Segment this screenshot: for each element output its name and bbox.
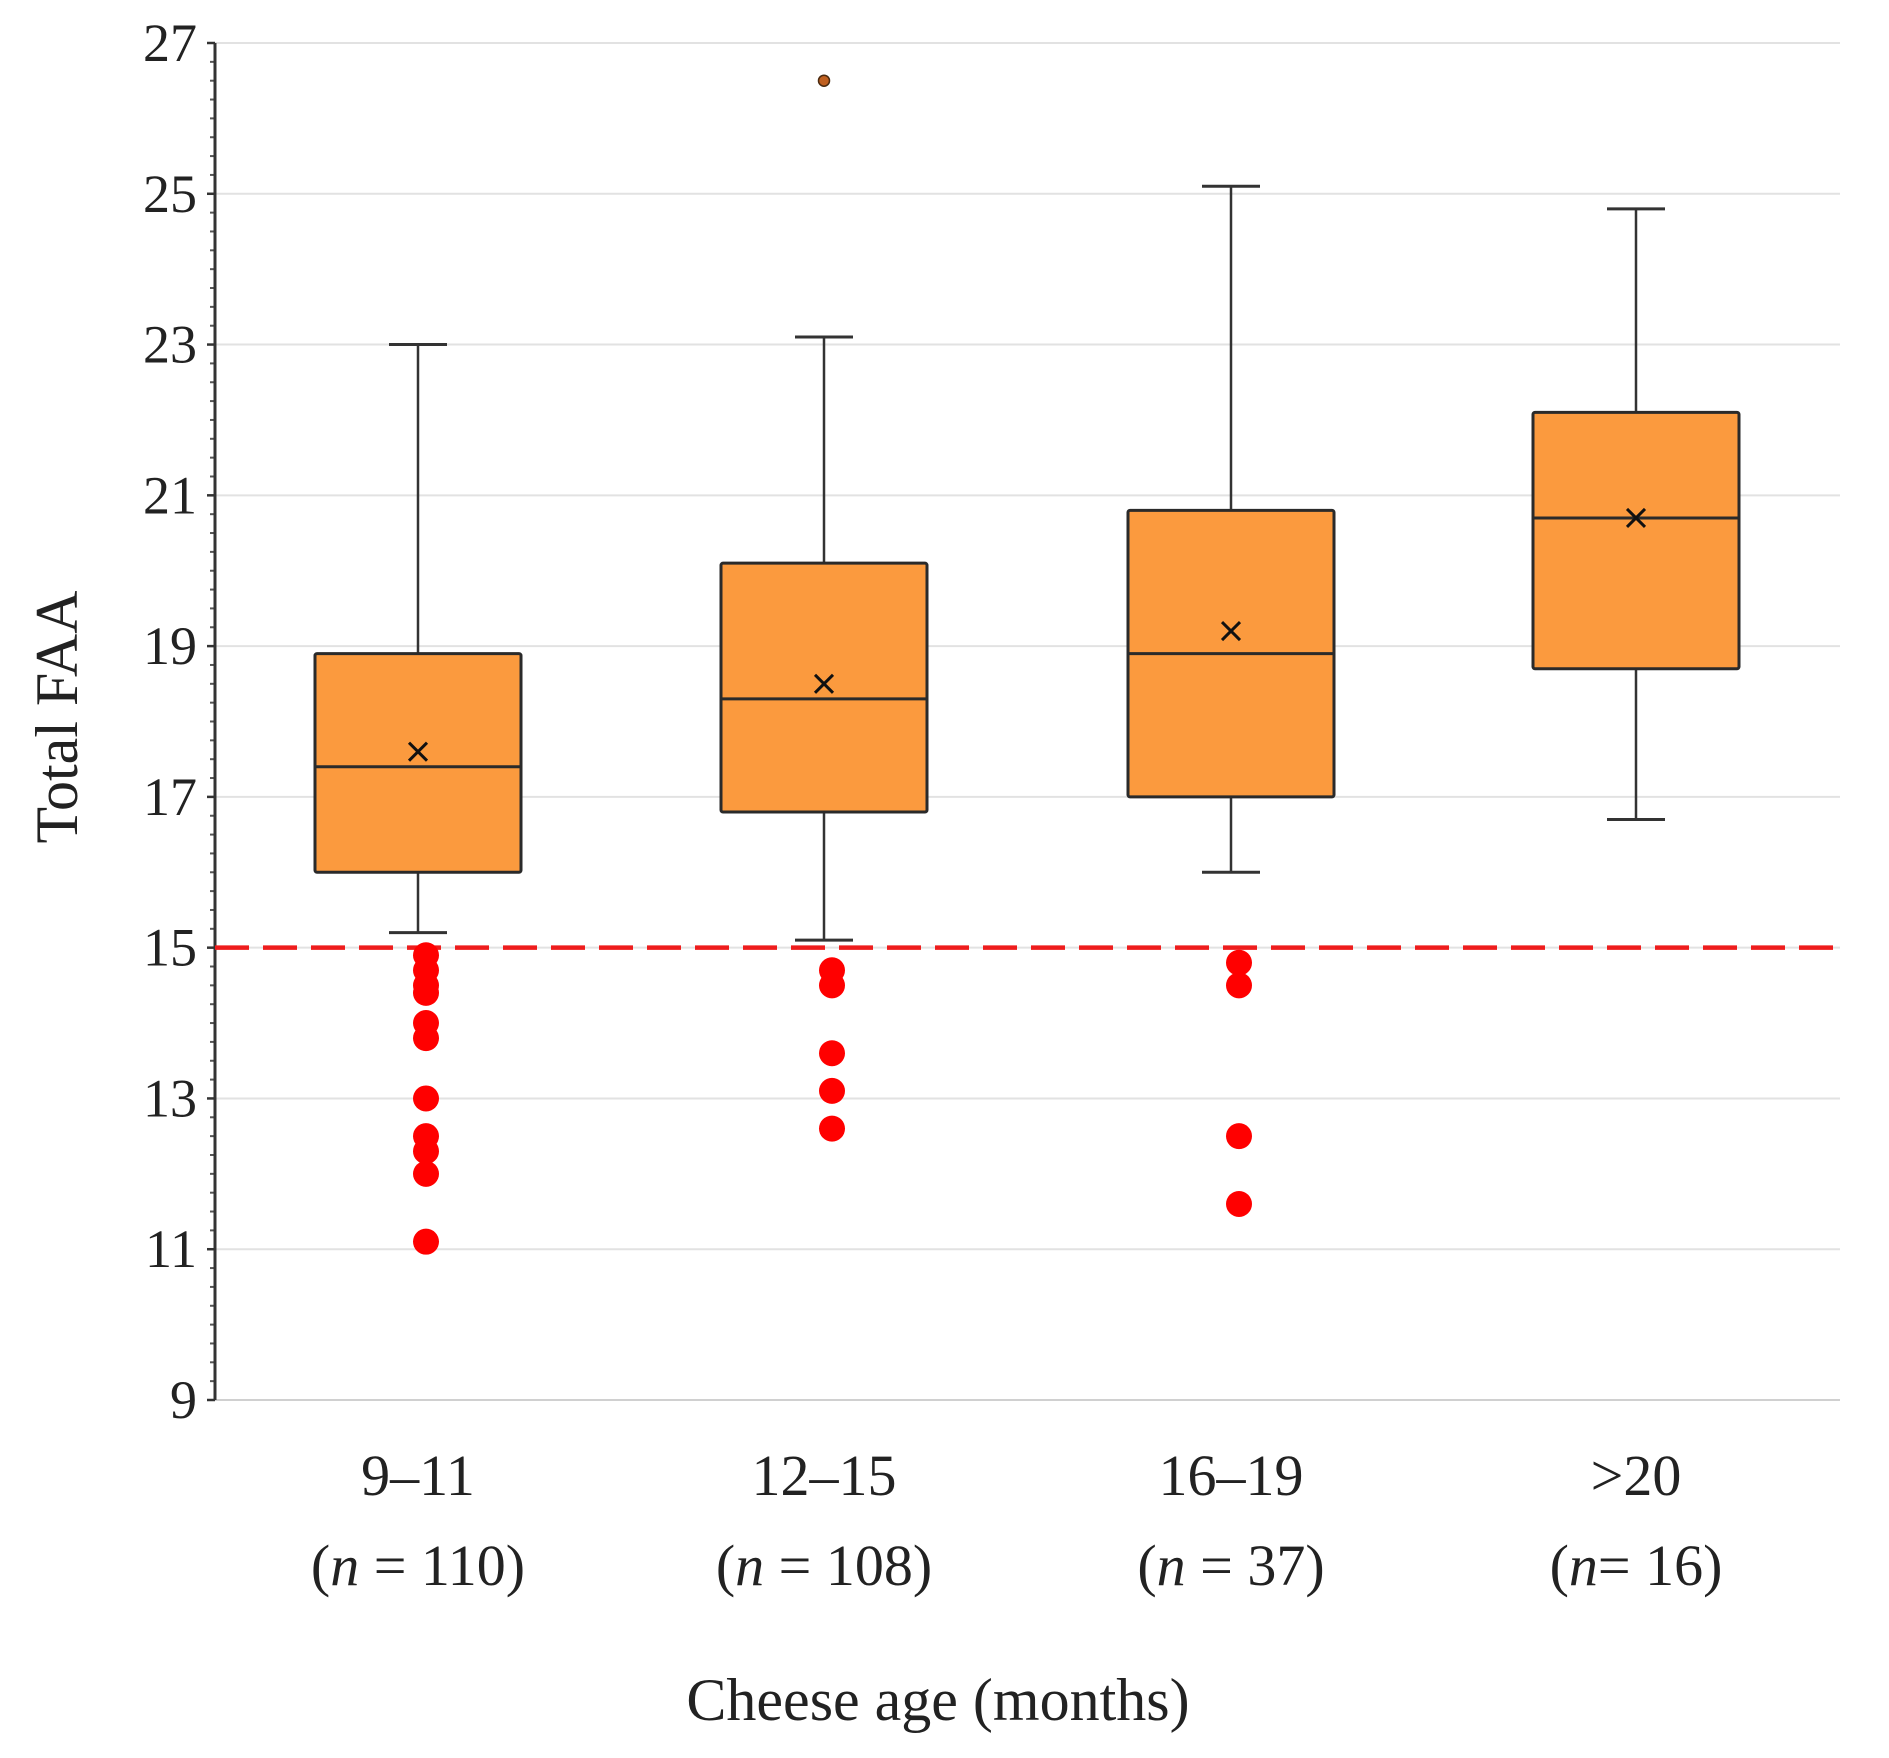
- category-label: >20: [1591, 1443, 1682, 1508]
- category-label: 16–19: [1159, 1443, 1304, 1508]
- n-paren: (: [716, 1533, 735, 1598]
- y-tick-label: 17: [143, 767, 197, 827]
- box-group: [1126, 184, 1336, 874]
- below-threshold-point: [413, 1085, 439, 1112]
- category-labels: 9–11(n = 110)12–15(n = 108)16–19(n = 37)…: [311, 1443, 1723, 1598]
- category-label: 9–11: [361, 1443, 475, 1508]
- y-tick-label: 23: [143, 315, 197, 375]
- n-paren: (: [311, 1533, 330, 1598]
- y-tick-label: 9: [170, 1370, 197, 1430]
- x-axis-title: Cheese age (months): [686, 1667, 1189, 1733]
- y-tick-label: 25: [143, 164, 197, 224]
- below-threshold-point: [819, 1077, 845, 1104]
- n-count: = 37): [1186, 1533, 1325, 1598]
- below-threshold-point: [413, 1138, 439, 1165]
- n-symbol: n: [1157, 1533, 1186, 1598]
- n-symbol: n: [735, 1533, 764, 1598]
- box-group: [313, 343, 523, 935]
- below-threshold-point: [1226, 972, 1252, 999]
- points: [413, 74, 1252, 1255]
- below-threshold-point: [819, 972, 845, 999]
- category-n-label: (n = 37): [1137, 1533, 1324, 1598]
- n-paren: (: [1137, 1533, 1156, 1598]
- iqr-box: [719, 561, 929, 814]
- iqr-box: [1531, 410, 1741, 671]
- y-tick-label: 15: [143, 918, 197, 978]
- below-threshold-point: [413, 979, 439, 1006]
- below-threshold-point: [1226, 1123, 1252, 1150]
- category-n-label: (n = 108): [716, 1533, 932, 1598]
- box-group: [719, 335, 929, 942]
- below-threshold-point: [413, 1025, 439, 1052]
- n-paren: (: [1550, 1533, 1569, 1598]
- y-tick-label: 11: [145, 1219, 197, 1279]
- mean-marker: [1625, 507, 1647, 529]
- n-symbol: n: [330, 1533, 359, 1598]
- outlier-point: [817, 74, 831, 87]
- n-count: = 16): [1598, 1533, 1723, 1598]
- mean-marker: [813, 673, 835, 694]
- n-count: = 110): [359, 1533, 525, 1598]
- boxes: [313, 184, 1741, 942]
- below-threshold-point: [1226, 1190, 1252, 1217]
- y-tick-label: 27: [143, 13, 197, 73]
- n-symbol: n: [1569, 1533, 1598, 1598]
- y-axis: 9 11 13 15 17 19 21 23 25 27: [143, 13, 217, 1430]
- iqr-box: [313, 652, 523, 874]
- category-label: 12–15: [752, 1443, 897, 1508]
- category-n-label: (n= 16): [1550, 1533, 1723, 1598]
- box-group: [1531, 207, 1741, 822]
- mean-marker: [1220, 620, 1242, 642]
- below-threshold-point: [413, 1160, 439, 1187]
- y-tick-label: 13: [143, 1068, 197, 1128]
- y-tick-label: 19: [143, 616, 197, 676]
- below-threshold-point: [819, 1040, 845, 1067]
- below-threshold-point: [819, 1115, 845, 1142]
- mean-marker: [407, 741, 429, 762]
- y-axis-title: Total FAA: [24, 590, 90, 843]
- n-count: = 108): [764, 1533, 932, 1598]
- below-threshold-point: [1226, 949, 1252, 976]
- category-n-label: (n = 110): [311, 1533, 525, 1598]
- below-threshold-point: [413, 1228, 439, 1255]
- y-tick-label: 21: [143, 465, 197, 525]
